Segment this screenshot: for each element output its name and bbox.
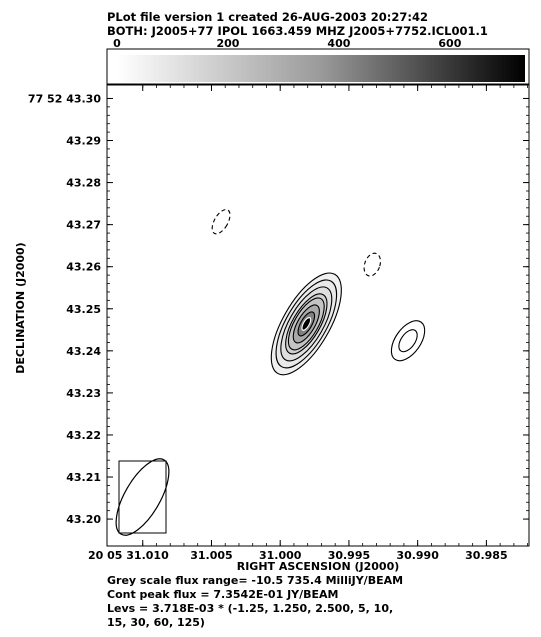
y-tick-label: 43.29	[66, 135, 101, 148]
x-tick-label: 31.005	[190, 549, 232, 562]
footer-levels-line2: 15, 30, 60, 125)	[107, 616, 205, 629]
colorbar-gradient	[117, 55, 525, 82]
y-tick-label: 43.22	[66, 429, 101, 442]
colorbar-tick-label: 200	[216, 37, 239, 50]
colorbar-tick-labels: 0 200 400 600	[113, 37, 462, 50]
declination-axis-ticks: 77 52 43.30 43.29 43.28 43.27 43.26 43.25 43.2…	[28, 92, 529, 526]
x-tick-label: 30.995	[328, 549, 370, 562]
secondary-contour	[398, 329, 418, 353]
y-axis-label: DECLINATION (J2000)	[14, 242, 27, 373]
x-tick-label: 30.985	[465, 549, 507, 562]
negative-contour	[211, 209, 231, 235]
y-tick-label: 43.28	[66, 177, 101, 190]
contour-level	[280, 286, 333, 362]
colorbar-frame	[106, 48, 530, 85]
contour-level	[285, 293, 328, 355]
y-tick-label: 77 52 43.30	[28, 92, 101, 105]
secondary-contour	[390, 320, 426, 362]
colorbar-tick-label: 400	[327, 37, 350, 50]
plot-header-line2: BOTH: J2005+77 IPOL 1663.459 MHZ J2005+7…	[107, 24, 488, 38]
y-tick-label: 43.25	[66, 303, 101, 316]
contour-level	[270, 272, 342, 376]
colorbar-tick-label: 600	[438, 37, 461, 50]
contour-level	[301, 316, 312, 331]
greyscale-peak	[302, 318, 310, 330]
y-tick-label: 43.27	[66, 219, 101, 232]
contour-level	[292, 304, 320, 344]
x-tick-label: 31.000	[259, 549, 302, 562]
y-tick-label: 43.23	[66, 387, 101, 400]
y-tick-label: 43.20	[66, 513, 101, 526]
footer-grey-range: Grey scale flux range= -10.5 735.4 Milli…	[107, 574, 403, 587]
y-tick-label: 43.26	[66, 261, 101, 274]
plot-frame	[106, 84, 530, 547]
contour-lines	[211, 209, 426, 376]
colorbar-tick-label: 0	[113, 37, 121, 50]
y-tick-label: 43.21	[66, 471, 101, 484]
footer-levels-line1: Levs = 3.718E-03 * (-1.25, 1.250, 2.500,…	[107, 602, 393, 615]
x-axis-label: RIGHT ASCENSION (J2000)	[237, 560, 400, 573]
x-tick-label: 20 05 31.010	[88, 549, 169, 562]
x-tick-label: 30.990	[396, 549, 439, 562]
contour-level	[297, 311, 316, 337]
beam-box	[118, 460, 167, 534]
footer-peak-flux: Cont peak flux = 7.3542E-01 JY/BEAM	[107, 588, 339, 601]
beam-ellipse	[115, 458, 170, 536]
contour-level	[287, 297, 325, 351]
negative-contour	[363, 252, 382, 277]
contour-level	[275, 279, 338, 369]
y-tick-label: 43.24	[66, 345, 101, 358]
right-ascension-axis-ticks: 20 05 31.010 31.005 31.000 30.995 30.990 30.9…	[88, 85, 529, 562]
plot-header-line1: PLot file version 1 created 26-AUG-2003 …	[107, 10, 428, 24]
